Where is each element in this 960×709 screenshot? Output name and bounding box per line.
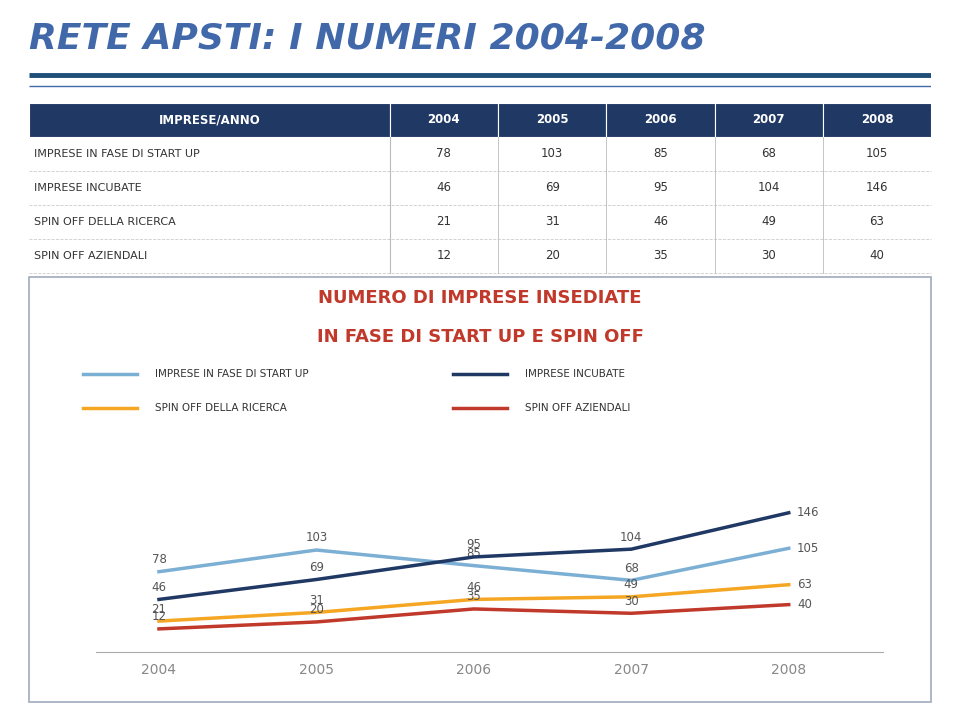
Text: 46: 46 [653,216,668,228]
Text: 68: 68 [624,562,638,575]
Bar [823,103,931,137]
Text: 85: 85 [467,547,481,560]
Text: 63: 63 [797,578,812,591]
Text: 20: 20 [544,250,560,262]
Text: IMPRESE INCUBATE: IMPRESE INCUBATE [525,369,625,379]
Text: SPIN OFF AZIENDALI: SPIN OFF AZIENDALI [525,403,631,413]
Text: 103: 103 [541,147,564,160]
Text: 104: 104 [620,530,642,544]
Text: 2006: 2006 [644,113,677,126]
Text: NUMERO DI IMPRESE INSEDIATE: NUMERO DI IMPRESE INSEDIATE [319,289,641,307]
Text: 78: 78 [437,147,451,160]
Text: 31: 31 [544,216,560,228]
Text: 69: 69 [309,561,324,574]
Text: 35: 35 [653,250,668,262]
Text: 104: 104 [757,182,780,194]
Text: 30: 30 [624,595,638,608]
Text: 146: 146 [866,182,888,194]
Text: 105: 105 [866,147,888,160]
Text: 31: 31 [309,594,324,607]
Text: 2005: 2005 [536,113,568,126]
Bar [714,103,823,137]
Text: SPIN OFF DELLA RICERCA: SPIN OFF DELLA RICERCA [156,403,287,413]
Text: 35: 35 [467,591,481,603]
Text: 20: 20 [309,603,324,616]
Text: 2004: 2004 [427,113,460,126]
Text: 63: 63 [870,216,884,228]
Text: 40: 40 [870,250,884,262]
Text: IN FASE DI START UP E SPIN OFF: IN FASE DI START UP E SPIN OFF [317,328,643,345]
Bar [29,103,390,137]
Text: 46: 46 [467,581,481,594]
Text: RETE APSTI: I NUMERI 2004-2008: RETE APSTI: I NUMERI 2004-2008 [29,22,706,56]
Text: SPIN OFF AZIENDALI: SPIN OFF AZIENDALI [34,251,147,261]
Text: 30: 30 [761,250,776,262]
Text: 21: 21 [152,603,166,615]
Text: 21: 21 [437,216,451,228]
Text: 95: 95 [467,538,481,552]
Text: 2007: 2007 [753,113,785,126]
Text: 46: 46 [152,581,166,594]
Text: 12: 12 [152,610,166,623]
Text: 49: 49 [624,579,638,591]
Text: 85: 85 [653,147,668,160]
Bar [607,103,714,137]
Text: 49: 49 [761,216,777,228]
Text: IMPRESE IN FASE DI START UP: IMPRESE IN FASE DI START UP [34,149,200,159]
Text: 68: 68 [761,147,777,160]
Text: 46: 46 [437,182,451,194]
Text: 78: 78 [152,553,166,566]
Text: 12: 12 [437,250,451,262]
Text: 2008: 2008 [861,113,894,126]
Text: 95: 95 [653,182,668,194]
Text: 69: 69 [544,182,560,194]
Text: IMPRESE INCUBATE: IMPRESE INCUBATE [34,183,141,193]
Text: 40: 40 [797,598,812,611]
Bar [390,103,498,137]
Text: 105: 105 [797,542,819,555]
Text: IMPRESE/ANNO: IMPRESE/ANNO [158,113,260,126]
Text: 146: 146 [797,506,820,519]
Text: 103: 103 [305,532,327,545]
Text: IMPRESE IN FASE DI START UP: IMPRESE IN FASE DI START UP [156,369,309,379]
Text: SPIN OFF DELLA RICERCA: SPIN OFF DELLA RICERCA [34,217,176,227]
Bar [498,103,607,137]
